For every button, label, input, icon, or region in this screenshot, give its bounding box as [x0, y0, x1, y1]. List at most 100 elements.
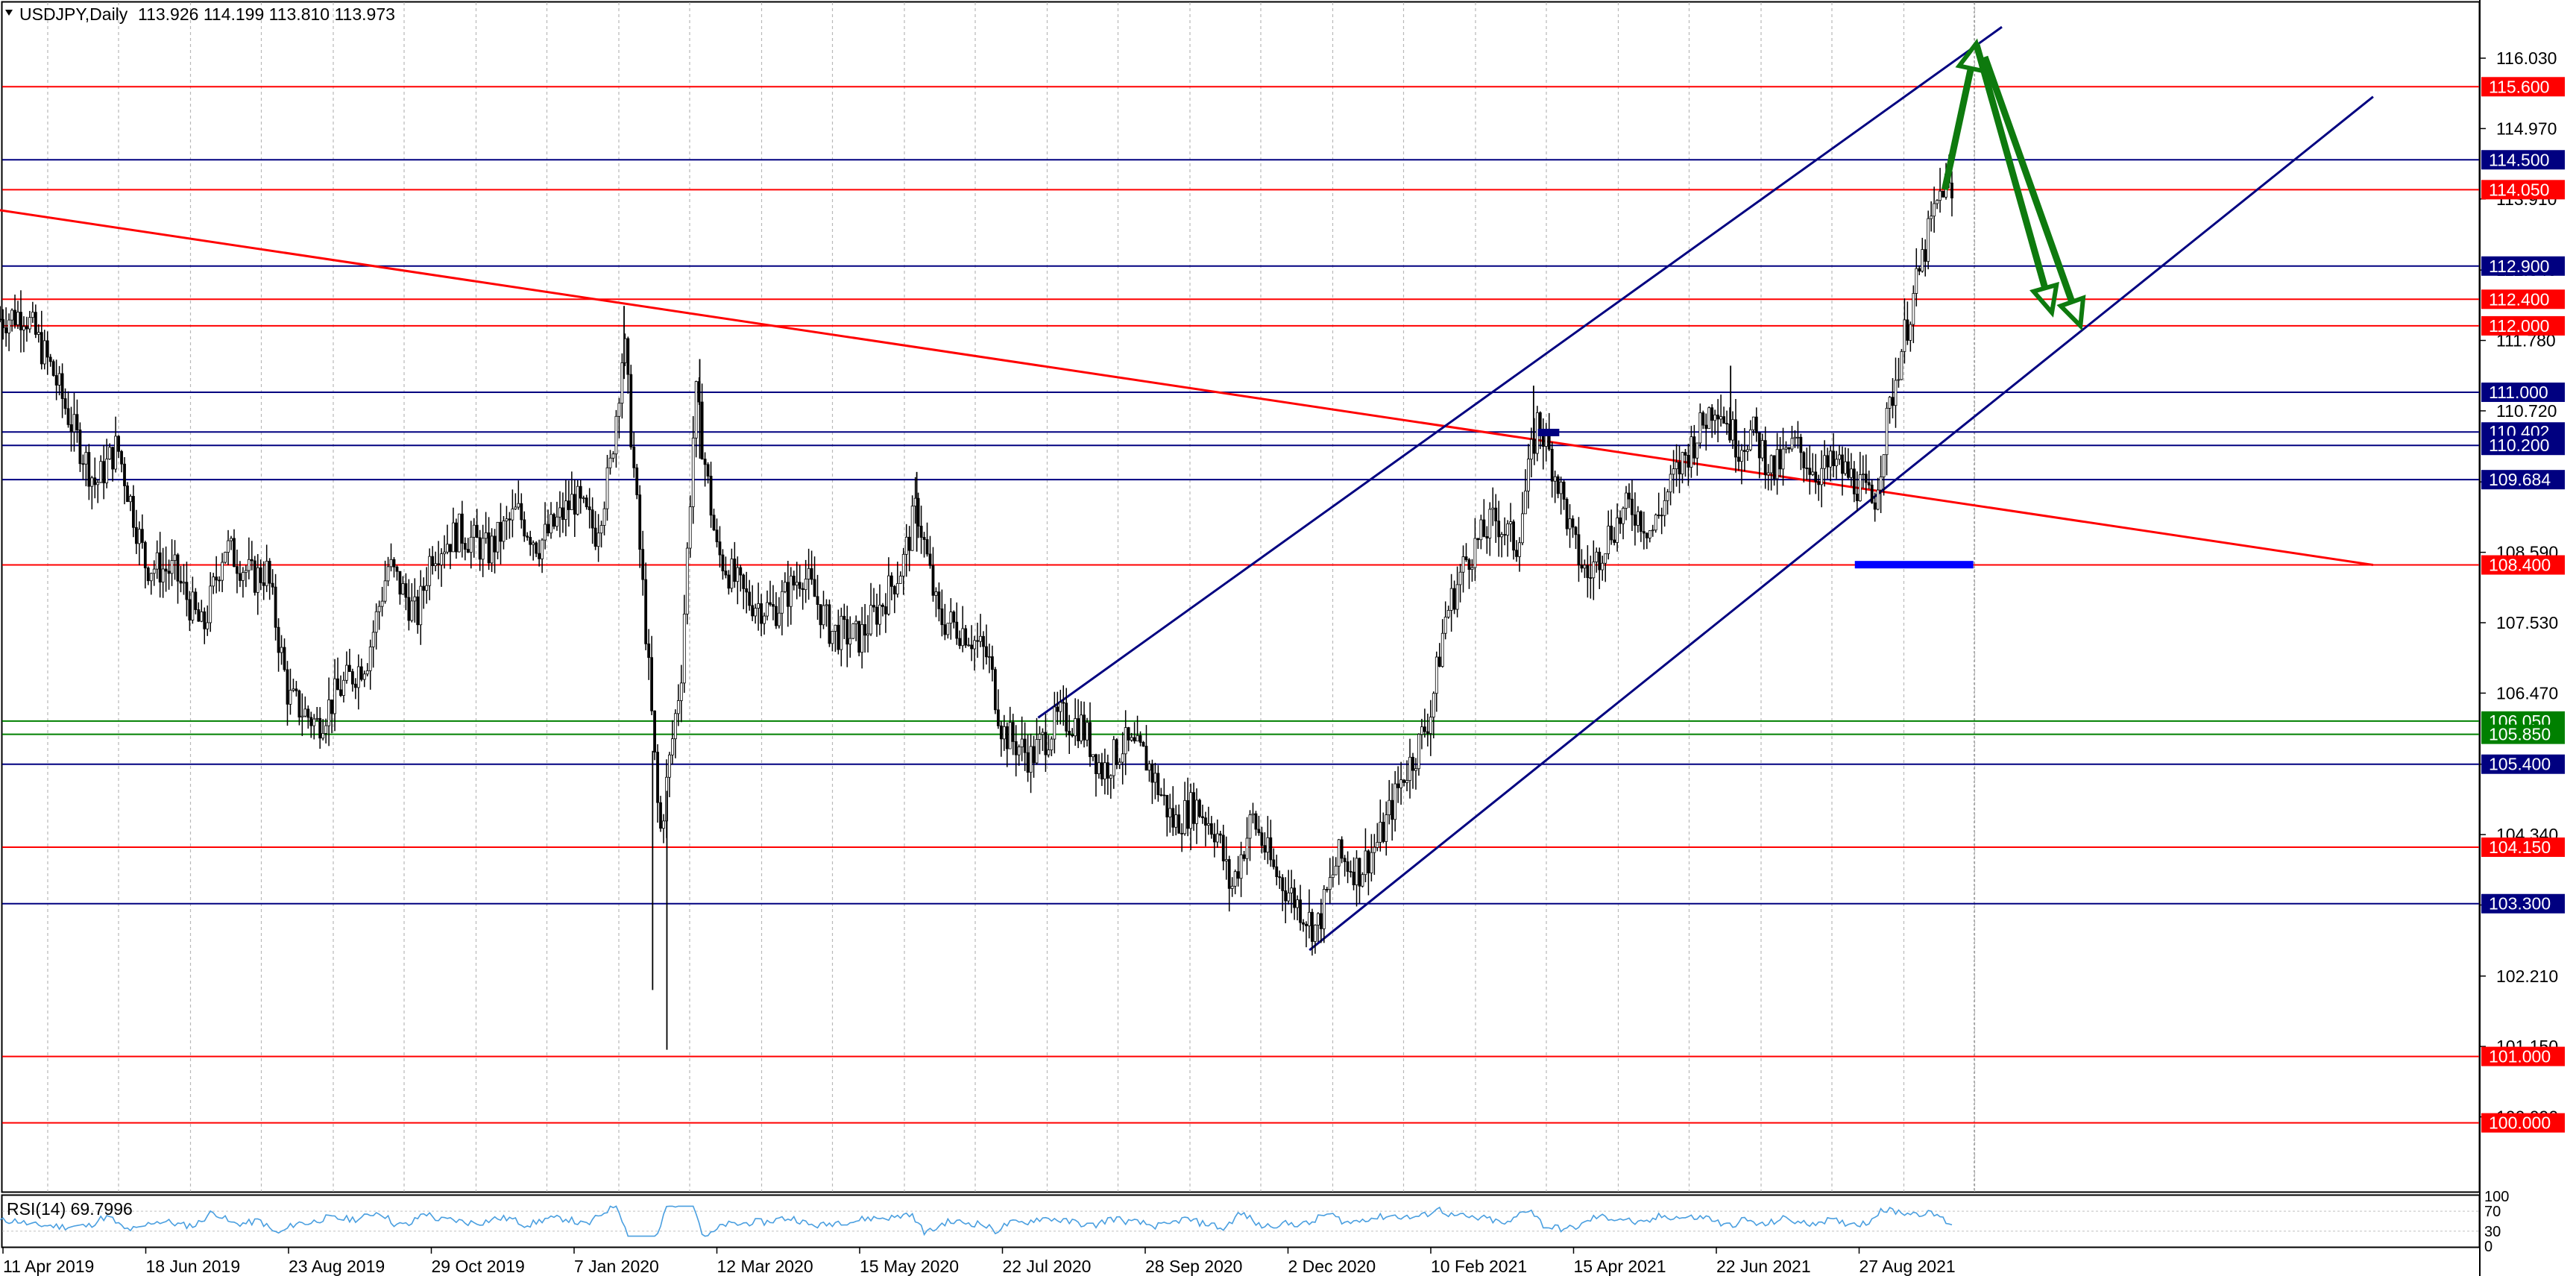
candle-body: [1580, 565, 1584, 569]
candle-body: [1044, 732, 1048, 755]
candle-body: [1026, 752, 1030, 773]
candle-body: [108, 447, 112, 459]
candle-body: [1245, 837, 1249, 859]
candle-body: [1687, 454, 1690, 468]
date-tick-label: 22 Jun 2021: [1716, 1257, 1811, 1276]
candle-body: [1625, 492, 1628, 509]
candle-body: [520, 503, 523, 521]
candle-body: [120, 450, 123, 465]
candle-body: [517, 503, 520, 508]
candle-body: [656, 752, 659, 803]
candle-body: [662, 820, 665, 829]
candle-body: [1153, 773, 1157, 783]
candle-body: [1607, 525, 1610, 554]
candle-body: [1266, 837, 1270, 853]
candle-body: [286, 669, 289, 705]
candle-body: [365, 670, 369, 675]
candle-body: [191, 591, 195, 620]
candle-body: [1098, 762, 1100, 775]
candle-body: [946, 623, 950, 635]
candle-body: [1855, 493, 1859, 501]
candle-body: [1808, 468, 1812, 475]
candle-body: [599, 525, 603, 534]
candle-body: [582, 497, 585, 500]
candle-body: [1927, 218, 1930, 262]
candle-body: [1449, 588, 1453, 611]
candle-body: [1476, 538, 1480, 541]
descending-trendline: [0, 209, 2374, 567]
candle-body: [84, 452, 88, 465]
candle-body: [804, 579, 807, 591]
candle-body: [1930, 216, 1933, 219]
candle-body: [212, 576, 215, 587]
candle-body: [1281, 877, 1285, 891]
candle-body: [1092, 754, 1095, 758]
candle-body: [466, 549, 470, 553]
candle-body: [1631, 498, 1634, 515]
level-label-box: [2481, 754, 2565, 774]
candle-body: [206, 622, 210, 629]
candle-body: [1787, 447, 1791, 450]
candle-body: [428, 556, 432, 586]
candle-body: [988, 656, 991, 658]
candle-body: [1716, 415, 1720, 420]
candle-body: [596, 532, 600, 547]
level-label-text: 112.000: [2489, 316, 2549, 336]
candle-body: [1429, 717, 1432, 734]
candle-body: [650, 657, 653, 711]
candle-body: [1695, 442, 1699, 459]
price-tick-label: 102.210: [2496, 967, 2558, 986]
candle-body: [1678, 462, 1681, 475]
candle-body: [526, 535, 529, 538]
candle-body: [1402, 779, 1405, 783]
candle-body: [860, 624, 864, 653]
candle-body: [1071, 735, 1074, 737]
candle-body: [1799, 436, 1803, 453]
candle-body: [845, 619, 849, 645]
candle-body: [745, 588, 749, 593]
level-label-box: [2481, 893, 2565, 914]
candle-body: [712, 515, 716, 531]
candle-body: [478, 537, 482, 560]
candle-body: [1352, 871, 1355, 885]
candle-body: [66, 408, 70, 425]
candle-body: [751, 605, 755, 617]
candle-body: [434, 563, 438, 566]
candle-body: [928, 553, 932, 566]
candle-body: [1852, 468, 1856, 494]
candle-body: [1050, 738, 1054, 751]
candle-body: [1212, 834, 1216, 843]
candle-body: [1814, 471, 1818, 483]
candle-body: [1005, 726, 1009, 749]
level-label-box: [2481, 180, 2565, 200]
level-label-box: [2481, 315, 2565, 336]
triangle-down-icon[interactable]: [5, 10, 13, 16]
candle-body: [807, 568, 810, 579]
candle-body: [342, 679, 345, 697]
candle-body: [1639, 511, 1643, 532]
candle-body: [588, 506, 591, 511]
date-tick-label: 29 Oct 2019: [432, 1257, 525, 1276]
level-label-box: [2481, 289, 2565, 309]
candle-body: [952, 612, 956, 623]
candle-body: [1950, 182, 1953, 198]
candle-body: [1275, 866, 1279, 878]
candle-body: [1532, 439, 1536, 454]
candle-body: [1619, 517, 1622, 524]
candle-body: [1802, 452, 1806, 468]
candle-body: [42, 340, 46, 365]
candle-body: [431, 556, 435, 566]
candle-body: [1382, 821, 1385, 842]
candle-body: [881, 604, 884, 607]
candle-body: [567, 500, 570, 510]
candle-body: [259, 567, 262, 583]
candle-body: [1227, 859, 1231, 889]
candle-body: [383, 580, 387, 602]
candle-body: [1769, 455, 1773, 474]
candle-body: [887, 575, 890, 615]
candle-body: [1053, 706, 1056, 740]
candle-body: [1479, 519, 1483, 541]
candle-body: [1141, 742, 1145, 747]
